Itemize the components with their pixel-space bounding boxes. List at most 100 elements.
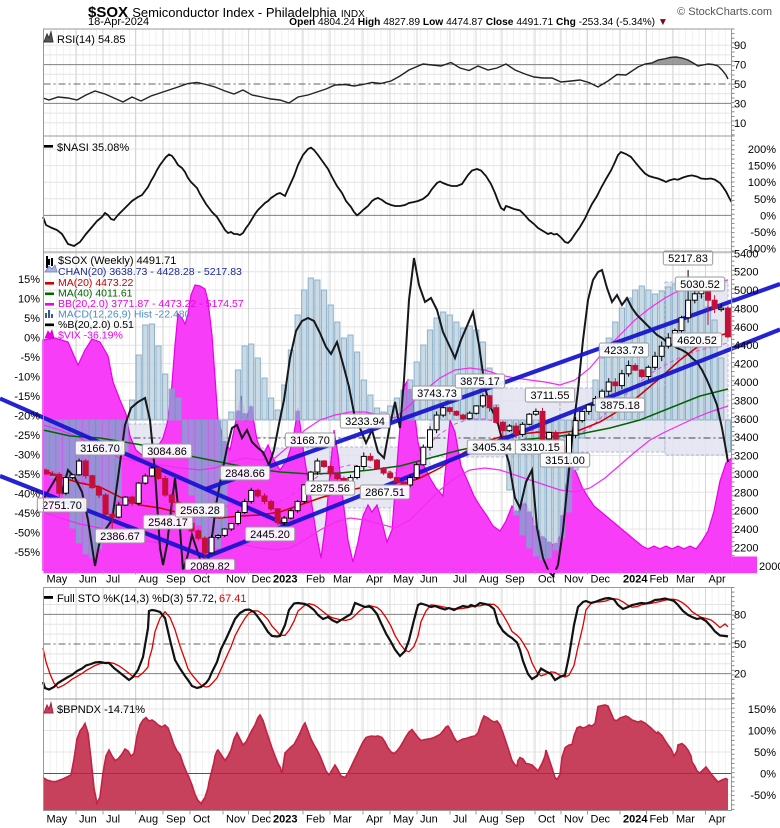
svg-text:3875.18: 3875.18 xyxy=(600,400,640,412)
svg-text:3168.70: 3168.70 xyxy=(290,435,330,447)
svg-text:4200: 4200 xyxy=(734,359,758,371)
svg-text:-55%: -55% xyxy=(14,547,40,559)
svg-text:Sep: Sep xyxy=(166,574,186,586)
svg-text:150%: 150% xyxy=(748,161,776,173)
svg-text:CHAN(20) 3638.73 - 4428.28 - 5: CHAN(20) 3638.73 - 4428.28 - 5217.83 xyxy=(58,266,242,278)
svg-text:70: 70 xyxy=(734,60,746,72)
svg-text:May: May xyxy=(393,814,414,826)
svg-text:Jul: Jul xyxy=(453,574,467,586)
svg-text:-50%: -50% xyxy=(14,527,40,539)
svg-text:0%: 0% xyxy=(760,210,776,222)
svg-text:May: May xyxy=(47,574,68,586)
svg-text:Dec: Dec xyxy=(252,814,272,826)
svg-text:2848.66: 2848.66 xyxy=(225,468,265,480)
svg-text:10%: 10% xyxy=(18,293,40,305)
svg-text:4620.52: 4620.52 xyxy=(677,335,717,347)
svg-text:Feb: Feb xyxy=(650,574,669,586)
svg-text:Mar: Mar xyxy=(333,574,352,586)
svg-text:Apr: Apr xyxy=(366,574,383,586)
svg-text:15%: 15% xyxy=(18,274,40,286)
svg-text:4000: 4000 xyxy=(734,377,758,389)
svg-text:3711.55: 3711.55 xyxy=(531,390,570,402)
svg-text:2445.20: 2445.20 xyxy=(250,529,290,541)
svg-text:$SOX (Weekly) 4491.71: $SOX (Weekly) 4491.71 xyxy=(58,255,176,267)
svg-text:-30%: -30% xyxy=(14,449,40,461)
svg-text:2867.51: 2867.51 xyxy=(365,487,405,499)
svg-text:4800: 4800 xyxy=(734,304,758,316)
svg-text:-25%: -25% xyxy=(14,430,40,442)
svg-text:$NASI 35.08%: $NASI 35.08% xyxy=(57,142,129,154)
svg-text:3743.73: 3743.73 xyxy=(417,388,457,400)
svg-text:Jun: Jun xyxy=(420,814,438,826)
svg-text:Jun: Jun xyxy=(79,574,97,586)
svg-text:%B(20,2.0) 0.51: %B(20,2.0) 0.51 xyxy=(58,319,134,331)
svg-text:Nov: Nov xyxy=(226,814,246,826)
svg-text:May: May xyxy=(47,814,68,826)
svg-text:Apr: Apr xyxy=(366,814,383,826)
svg-text:4600: 4600 xyxy=(734,322,758,334)
svg-text:2200: 2200 xyxy=(734,542,758,554)
svg-text:2024: 2024 xyxy=(623,574,648,586)
svg-text:Oct: Oct xyxy=(193,574,210,586)
svg-text:Jun: Jun xyxy=(79,814,97,826)
svg-text:-35%: -35% xyxy=(14,469,40,481)
svg-text:MACD(12,26,9) Hist -22.480: MACD(12,26,9) Hist -22.480 xyxy=(58,309,191,321)
svg-text:50: 50 xyxy=(734,639,746,651)
svg-text:Oct: Oct xyxy=(538,814,555,826)
svg-text:Feb: Feb xyxy=(306,574,325,586)
svg-text:4233.73: 4233.73 xyxy=(604,345,644,357)
svg-text:Aug: Aug xyxy=(139,814,159,826)
svg-text:-100%: -100% xyxy=(744,244,776,256)
svg-text:MA(20) 4473.22: MA(20) 4473.22 xyxy=(58,277,133,289)
svg-text:100%: 100% xyxy=(748,177,776,189)
svg-text:80: 80 xyxy=(734,609,746,621)
svg-text:2875.56: 2875.56 xyxy=(310,483,350,495)
svg-text:3151.00: 3151.00 xyxy=(545,455,585,467)
svg-text:-50%: -50% xyxy=(750,227,776,239)
svg-text:5000: 5000 xyxy=(734,285,758,297)
svg-text:5%: 5% xyxy=(24,313,40,325)
svg-text:2548.17: 2548.17 xyxy=(148,517,188,529)
svg-text:50%: 50% xyxy=(754,747,776,759)
svg-text:3800: 3800 xyxy=(734,395,758,407)
svg-text:50%: 50% xyxy=(754,194,776,206)
svg-text:5200: 5200 xyxy=(734,267,758,279)
svg-text:3200: 3200 xyxy=(734,451,758,463)
svg-text:Aug: Aug xyxy=(479,574,499,586)
svg-text:Dec: Dec xyxy=(252,574,272,586)
svg-text:2000: 2000 xyxy=(759,561,780,573)
svg-text:-45%: -45% xyxy=(14,508,40,520)
svg-text:Apr: Apr xyxy=(709,574,726,586)
svg-text:Feb: Feb xyxy=(650,814,669,826)
svg-text:-50%: -50% xyxy=(750,790,776,802)
svg-text:3084.86: 3084.86 xyxy=(147,446,187,458)
svg-text:Nov: Nov xyxy=(226,574,246,586)
svg-text:10: 10 xyxy=(734,118,746,130)
svg-text:Aug: Aug xyxy=(139,574,159,586)
svg-text:2400: 2400 xyxy=(734,524,758,536)
svg-text:150%: 150% xyxy=(748,704,776,716)
svg-text:BB(20,2.0) 3771.87 - 4473.22 -: BB(20,2.0) 3771.87 - 4473.22 - 5174.57 xyxy=(58,298,244,310)
svg-text:RSI(14) 54.85: RSI(14) 54.85 xyxy=(57,34,125,46)
svg-text:2024: 2024 xyxy=(623,814,648,826)
svg-text:90: 90 xyxy=(734,40,746,52)
svg-text:2751.70: 2751.70 xyxy=(42,500,82,512)
svg-text:Sep: Sep xyxy=(505,574,525,586)
svg-text:Oct: Oct xyxy=(538,574,555,586)
svg-text:2023: 2023 xyxy=(273,574,297,586)
svg-text:-40%: -40% xyxy=(14,488,40,500)
svg-text:Mar: Mar xyxy=(333,814,352,826)
svg-text:Jun: Jun xyxy=(420,574,438,586)
svg-text:MA(40) 4011.61: MA(40) 4011.61 xyxy=(58,288,133,300)
svg-text:May: May xyxy=(393,574,414,586)
svg-text:67.41: 67.41 xyxy=(219,593,247,605)
svg-text:3166.70: 3166.70 xyxy=(80,443,120,455)
svg-text:3405.34: 3405.34 xyxy=(472,442,512,454)
svg-text:Dec: Dec xyxy=(591,814,611,826)
svg-text:3400: 3400 xyxy=(734,432,758,444)
svg-text:Oct: Oct xyxy=(193,814,210,826)
svg-text:5400: 5400 xyxy=(734,248,758,260)
svg-text:5217.83: 5217.83 xyxy=(668,253,708,265)
svg-text:Aug: Aug xyxy=(479,814,499,826)
svg-text:Apr: Apr xyxy=(709,814,726,826)
